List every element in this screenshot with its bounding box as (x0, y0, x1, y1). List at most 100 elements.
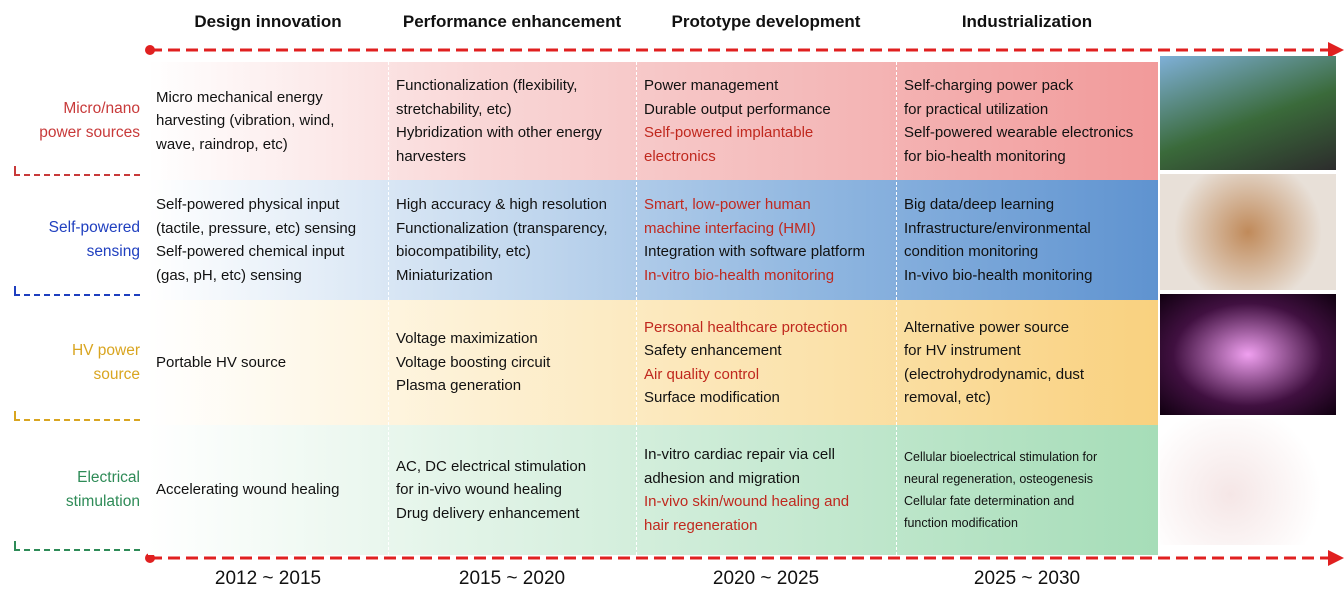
cell-line: harvesters (396, 147, 467, 165)
cell: Accelerating wound healing (148, 425, 388, 555)
cell: Cellular bioelectrical stimulation for ne… (896, 425, 1158, 555)
cell-line: Micro mechanical energy (156, 88, 323, 106)
cell-line: (gas, pH, etc) sensing (156, 266, 302, 284)
cell-line: for bio-health monitoring (904, 147, 1066, 165)
cell-line: AC, DC electrical stimulation (396, 457, 587, 475)
cell-line: Self-powered physical input (156, 196, 340, 213)
cell: High accuracy & high resolution Functiona… (388, 180, 636, 300)
label-bracket (14, 541, 140, 551)
row-image (1160, 174, 1336, 290)
row-band (148, 180, 1158, 300)
column-separator (636, 62, 637, 555)
cell-line: Surface modification (644, 389, 780, 406)
cell: Portable HV source (148, 300, 388, 425)
cell-line: Cellular fate determination and (904, 494, 1075, 508)
row-label: HV power source (0, 300, 146, 425)
label-line: source (93, 365, 140, 383)
cell-line: Infrastructure/environmental (904, 219, 1091, 237)
cell-line: removal, etc) (904, 389, 991, 406)
label-line: power sources (39, 124, 140, 141)
column-header: Prototype development (671, 12, 861, 31)
cell-line: Self-charging power pack (904, 77, 1074, 94)
cell-line: adhesion and migration (644, 469, 800, 487)
cell-line: High accuracy & high resolution (396, 196, 607, 213)
cell-line: machine interfacing (HMI) (644, 219, 816, 237)
cell-line: electronics (644, 147, 716, 165)
cell-line: Integration with software platform (644, 243, 865, 260)
cell-line: condition monitoring (904, 243, 1039, 260)
column-header: Design innovation (194, 12, 342, 31)
cell-line: (electrohydrodynamic, dust (904, 365, 1085, 383)
cell: Self-charging power pack for practical ut… (896, 62, 1158, 180)
row-label: Self-powered sensing (0, 180, 146, 300)
row-band (148, 425, 1158, 555)
cell-line: Functionalization (flexibility, (396, 77, 578, 94)
cell-line: Alternative power source (904, 318, 1070, 336)
column-separator (896, 62, 897, 555)
cell-line: Accelerating wound healing (156, 481, 340, 499)
cell: Self-powered physical input (tactile, pre… (148, 180, 388, 300)
cell: Voltage maximization Voltage boosting cir… (388, 300, 636, 425)
cell: Smart, low-power human machine interfacin… (636, 180, 896, 300)
cell-line: (tactile, pressure, etc) sensing (156, 219, 357, 237)
label-bracket (14, 286, 140, 296)
label-bracket (14, 166, 140, 176)
cell-line: stretchability, etc) (396, 100, 512, 118)
period-label: 2015 ~ 2020 (458, 568, 566, 589)
cell-line: Personal healthcare protection (644, 318, 848, 336)
cell-line: In-vitro cardiac repair via cell (644, 446, 835, 463)
period-label: 2020 ~ 2025 (712, 568, 820, 589)
cell-line: neural regeneration, osteogenesis (904, 472, 1094, 486)
column-header: Industrialization (961, 12, 1093, 31)
cell-line: Voltage maximization (396, 330, 538, 348)
cell-line: Cellular bioelectrical stimulation for (904, 450, 1098, 464)
cell-line: Plasma generation (396, 377, 522, 395)
label-line: Self-powered (48, 219, 140, 236)
column-header: Performance enhancement (402, 12, 622, 31)
label-line: Electrical (77, 469, 140, 486)
cell: Power management Durable output performan… (636, 62, 896, 180)
label-line: stimulation (65, 493, 140, 510)
cell-line: function modification (904, 516, 1018, 530)
cell-line: Functionalization (transparency, (396, 219, 608, 237)
cell: AC, DC electrical stimulation for in-vivo… (388, 425, 636, 555)
cell: Functionalization (flexibility, stretchab… (388, 62, 636, 180)
row-label: Electrical stimulation (0, 425, 146, 555)
cell-line: Hybridization with other energy (396, 124, 602, 141)
row-label: Micro/nano power sources (0, 62, 146, 180)
label-line: Micro/nano (63, 100, 140, 117)
cell-line: wave, raindrop, etc) (156, 135, 288, 153)
cell-line: Portable HV source (156, 353, 287, 371)
cell-line: hair regeneration (644, 516, 758, 534)
cell-line: Miniaturization (396, 266, 493, 284)
cell: Big data/deep learning Infrastructure/env… (896, 180, 1158, 300)
label-line: sensing (86, 243, 140, 260)
cell-line: for HV instrument (904, 342, 1021, 359)
cell-line: Self-powered chemical input (156, 243, 345, 260)
cell-line: Drug delivery enhancement (396, 504, 580, 522)
cell-line: Power management (644, 77, 779, 94)
cell-line: biocompatibility, etc) (396, 243, 531, 260)
period-label: 2025 ~ 2030 (973, 568, 1081, 589)
cell-line: harvesting (vibration, wind, (156, 112, 335, 130)
cell: In-vitro cardiac repair via cell adhesion… (636, 425, 896, 555)
row-image (1160, 419, 1336, 545)
cell-line: Big data/deep learning (904, 196, 1055, 213)
cell-line: In-vivo bio-health monitoring (904, 266, 1093, 284)
column-separator (388, 62, 389, 555)
top-arrow (145, 42, 1344, 58)
cell-line: Self-powered wearable electronics (904, 124, 1134, 141)
cell-line: Safety enhancement (644, 342, 782, 359)
row-image (1160, 56, 1336, 170)
label-line: HV power (71, 341, 140, 359)
cell-line: In-vitro bio-health monitoring (644, 266, 835, 284)
cell: Alternative power source for HV instrumen… (896, 300, 1158, 425)
cell-line: Smart, low-power human (644, 196, 811, 213)
cell-line: Self-powered implantable (644, 124, 814, 141)
cell-line: for in-vivo wound healing (396, 481, 562, 499)
cell-line: In-vivo skin/wound healing and (644, 493, 850, 510)
period-label: 2012 ~ 2015 (214, 568, 322, 589)
cell-line: Durable output performance (644, 100, 831, 118)
row-image (1160, 294, 1336, 415)
